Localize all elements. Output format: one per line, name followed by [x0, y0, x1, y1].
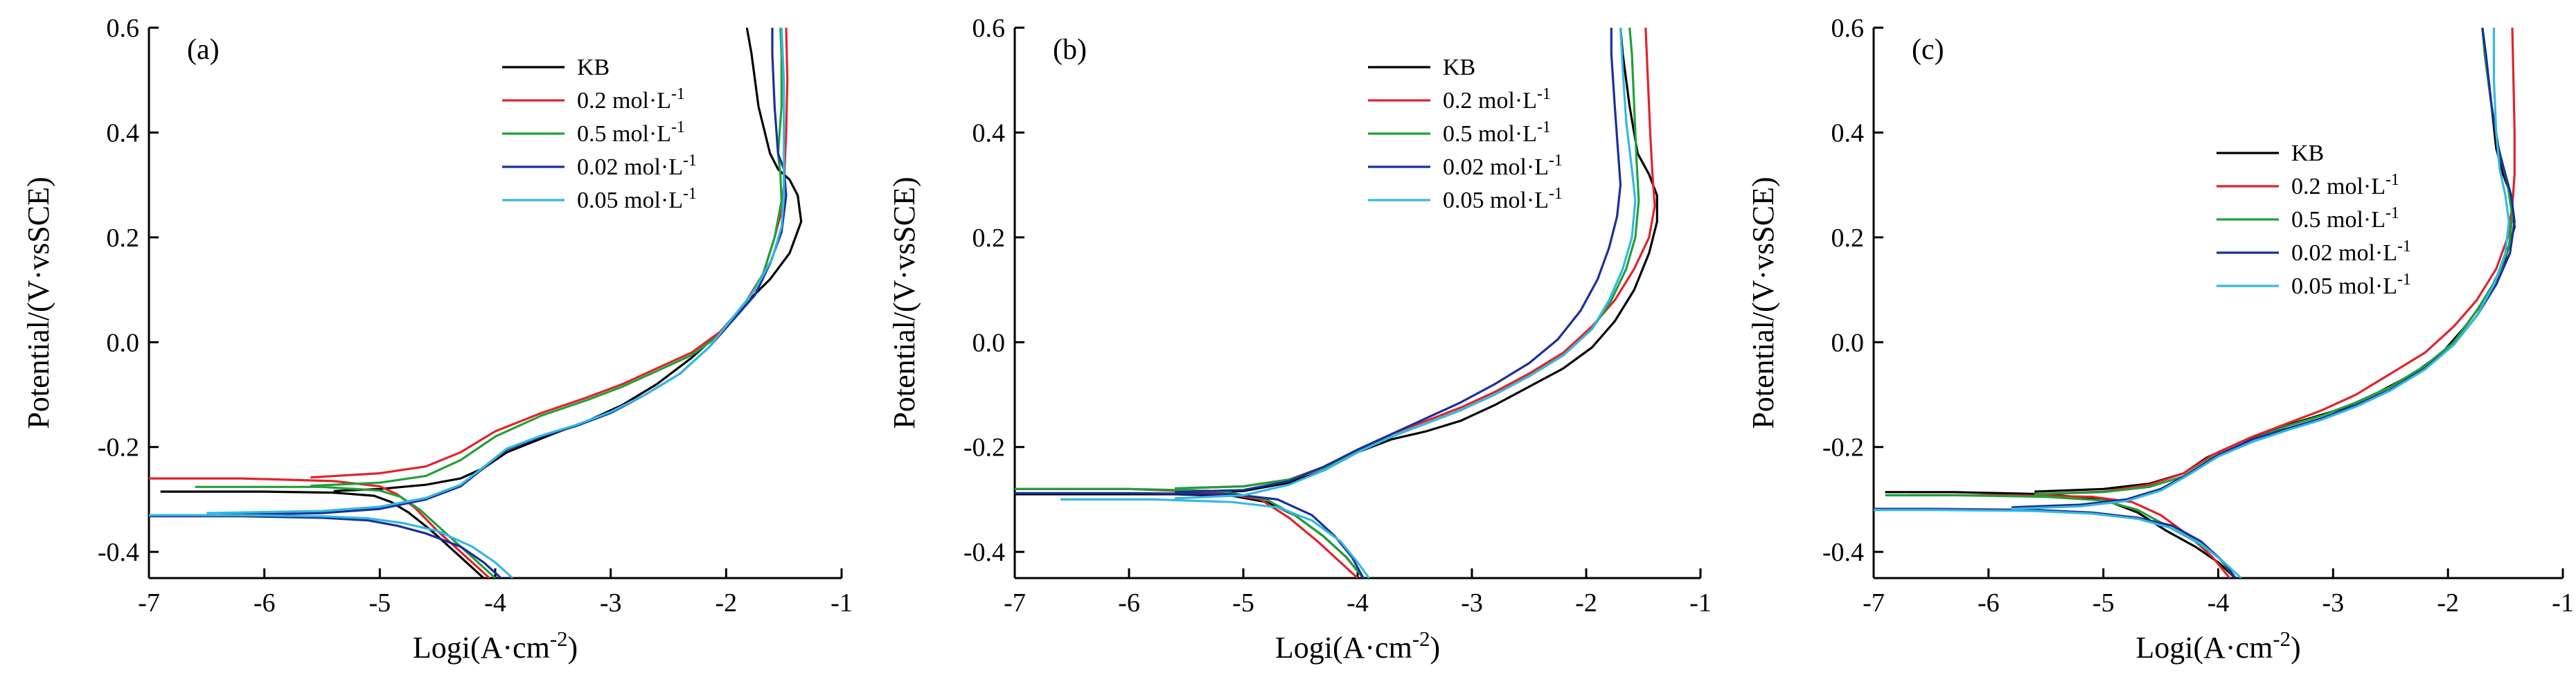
- legend-label: 0.5 mol·L-1: [577, 118, 685, 147]
- legend-label: 0.5 mol·L-1: [1443, 118, 1551, 147]
- legend-label: KB: [2291, 141, 2324, 166]
- x-tick-label: -2: [716, 588, 738, 618]
- series-lines: [1874, 28, 2516, 578]
- series-line-1-cathodic: [160, 490, 485, 578]
- series-line-3-anodic: [2034, 28, 2514, 496]
- legend-label: 0.2 mol·L-1: [577, 85, 685, 114]
- x-tick-label: -1: [2552, 588, 2574, 618]
- series-line-4-anodic: [1174, 28, 1622, 494]
- legend-label: 0.5 mol·L-1: [2291, 204, 2399, 233]
- series-line-2-cathodic: [149, 477, 490, 578]
- series-line-2-anodic: [2034, 28, 2516, 496]
- series-line-4-cathodic: [149, 515, 502, 578]
- y-tick-label: -0.4: [1822, 538, 1864, 567]
- series-line-1-anodic: [2034, 28, 2516, 493]
- x-tick-label: -1: [830, 588, 853, 618]
- legend-label: 0.2 mol·L-1: [2291, 171, 2399, 199]
- series-line-5-anodic: [206, 28, 785, 514]
- series-line-3-cathodic: [1015, 487, 1365, 578]
- series-line-2-anodic: [310, 28, 789, 479]
- legend-label: KB: [1443, 55, 1475, 80]
- x-tick-label: -3: [2322, 588, 2345, 618]
- x-tick-label: -6: [254, 588, 276, 618]
- series-lines: [149, 28, 803, 578]
- series-line-2-cathodic: [1015, 487, 1359, 578]
- panel-label: (a): [187, 34, 220, 66]
- legend: KB 0.2 mol·L-1 0.5 mol·L-1 0.02 mol·L-1 0.05…: [2217, 141, 2411, 299]
- chart-panel-3: -7 -6 -5 -4 -3 -2 -1 -0.4 -0.2 0.0 0.2 0.4 0.6 Logi(A…: [1746, 14, 2574, 665]
- x-tick-label: -3: [1461, 588, 1483, 618]
- legend: KB 0.2 mol·L-1 0.5 mol·L-1 0.02 mol·L-1 0.05…: [1368, 55, 1563, 213]
- chart-panel-1: -7 -6 -5 -4 -3 -2 -1 -0.4 -0.2 0.0 0.2 0.4 0.6 Logi(A…: [21, 14, 853, 665]
- y-tick-label: 0.4: [1831, 118, 1865, 147]
- series-line-3-anodic: [1174, 28, 1640, 490]
- x-tick-label: -6: [1118, 588, 1140, 618]
- x-axis-title: Logi(A·cm-2): [1275, 627, 1440, 665]
- legend-label: 0.02 mol·L-1: [577, 152, 697, 180]
- chart-panel-2: -7 -6 -5 -4 -3 -2 -1 -0.4 -0.2 0.0 0.2 0.4 0.6 Logi(A…: [887, 14, 1712, 665]
- y-tick-label: 0.4: [107, 118, 140, 147]
- y-tick-label: -0.2: [963, 433, 1005, 462]
- series-line-5-anodic: [2011, 28, 2510, 510]
- y-tick-label: 0.0: [107, 328, 140, 357]
- x-tick-label: -7: [138, 588, 160, 618]
- series-line-4-anodic: [2011, 28, 2516, 509]
- x-tick-label: -3: [600, 588, 622, 618]
- y-tick-label: 0.2: [107, 224, 140, 253]
- x-tick-label: -4: [1347, 588, 1369, 618]
- legend-label: 0.02 mol·L-1: [2291, 237, 2411, 266]
- x-tick-label: -5: [1232, 588, 1254, 618]
- legend-label: 0.2 mol·L-1: [1443, 85, 1551, 114]
- y-tick-label: 0.2: [972, 224, 1006, 253]
- x-tick-label: -7: [1863, 588, 1885, 618]
- series-line-5-anodic: [1174, 28, 1637, 500]
- legend-label: KB: [577, 55, 610, 80]
- legend-label: 0.05 mol·L-1: [2291, 271, 2411, 299]
- series-lines: [1015, 28, 1658, 578]
- legend: KB 0.2 mol·L-1 0.5 mol·L-1 0.02 mol·L-1 0.05…: [502, 55, 697, 213]
- x-tick-label: -4: [484, 588, 506, 618]
- x-tick-label: -5: [369, 588, 391, 618]
- y-tick-label: 0.6: [107, 14, 140, 43]
- series-line-4-cathodic: [1874, 507, 2237, 578]
- series-line-5-cathodic: [149, 514, 514, 578]
- x-tick-label: -1: [1689, 588, 1712, 618]
- y-tick-label: -0.2: [1822, 433, 1864, 462]
- y-tick-label: 0.6: [972, 14, 1006, 43]
- y-tick-label: -0.4: [98, 538, 139, 567]
- x-tick-label: -2: [2437, 588, 2459, 618]
- y-axis-title: Potential/(V·vsSCE): [887, 177, 921, 429]
- x-axis-title: Logi(A·cm-2): [2135, 627, 2300, 665]
- y-tick-label: 0.0: [1831, 328, 1865, 357]
- series-line-1-cathodic: [1885, 491, 2237, 578]
- series-line-3-anodic: [310, 28, 783, 487]
- x-tick-label: -4: [2208, 588, 2230, 618]
- x-axis-title: Logi(A·cm-2): [413, 627, 578, 665]
- legend-label: 0.05 mol·L-1: [1443, 185, 1563, 213]
- series-line-1-anodic: [333, 28, 803, 492]
- x-tick-label: -6: [1978, 588, 2000, 618]
- panel-label: (c): [1912, 34, 1944, 66]
- series-line-5-cathodic: [1874, 509, 2242, 578]
- y-tick-label: -0.4: [963, 538, 1005, 567]
- x-tick-label: -7: [1004, 588, 1026, 618]
- y-tick-label: 0.6: [1831, 14, 1865, 43]
- panel-label: (b): [1053, 34, 1087, 66]
- legend-label: 0.02 mol·L-1: [1443, 152, 1563, 180]
- series-line-5-cathodic: [1060, 498, 1370, 578]
- y-axis-title: Potential/(V·vsSCE): [21, 177, 55, 429]
- series-line-2-anodic: [1174, 28, 1656, 490]
- series-line-4-anodic: [206, 28, 788, 516]
- legend-label: 0.05 mol·L-1: [577, 185, 697, 213]
- y-tick-label: 0.2: [1831, 224, 1865, 253]
- x-tick-label: -5: [2093, 588, 2115, 618]
- series-line-3-cathodic: [195, 485, 497, 578]
- y-tick-label: -0.2: [98, 433, 139, 462]
- y-tick-label: 0.0: [972, 328, 1006, 357]
- x-tick-label: -2: [1575, 588, 1597, 618]
- y-tick-label: 0.4: [972, 118, 1006, 147]
- y-axis-title: Potential/(V·vsSCE): [1746, 177, 1780, 429]
